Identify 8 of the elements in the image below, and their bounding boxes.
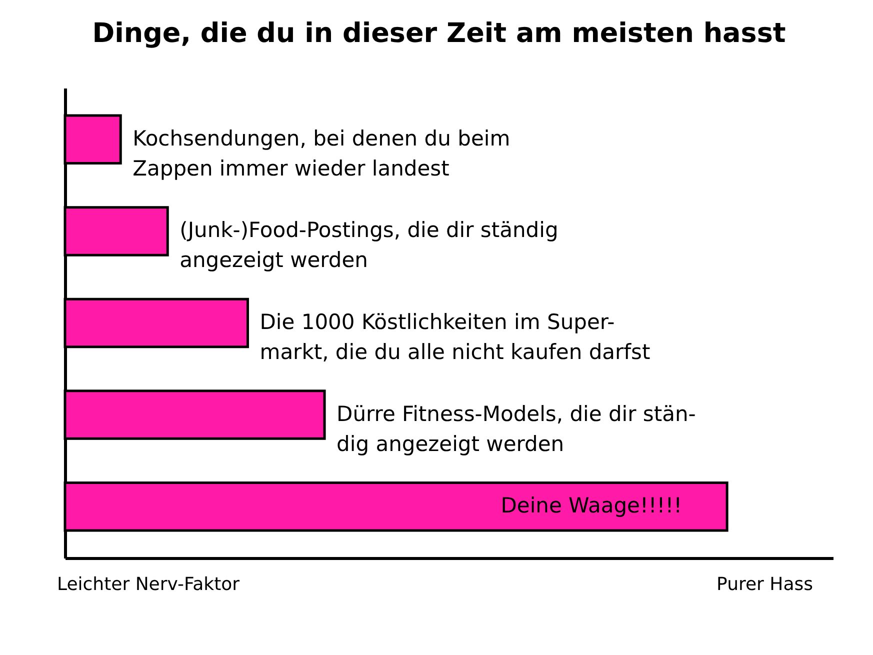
y-tick-label: Deine Waage!!!!! bbox=[500, 494, 682, 518]
text: Purer Hass bbox=[716, 574, 813, 595]
y-tick-label: Kochsendungen, bei denen du beim Zappen immer wieder landest bbox=[132, 126, 510, 180]
text: Leichter Nerv-Faktor bbox=[57, 574, 240, 595]
chart-title: Dinge, die du in dieser Zeit am meisten hasst bbox=[92, 18, 786, 49]
y-tick-label: (Junk-)Food-Postings, die dir ständig angezeigt werden bbox=[180, 218, 558, 272]
y-tick-label: Dürre Fitness-Models, die dir stän- dig angezeigt werden bbox=[336, 402, 696, 456]
y-tick-label: Die 1000 Köstlichkeiten im Super- markt, die du alle nicht kaufen darfst bbox=[260, 310, 650, 364]
